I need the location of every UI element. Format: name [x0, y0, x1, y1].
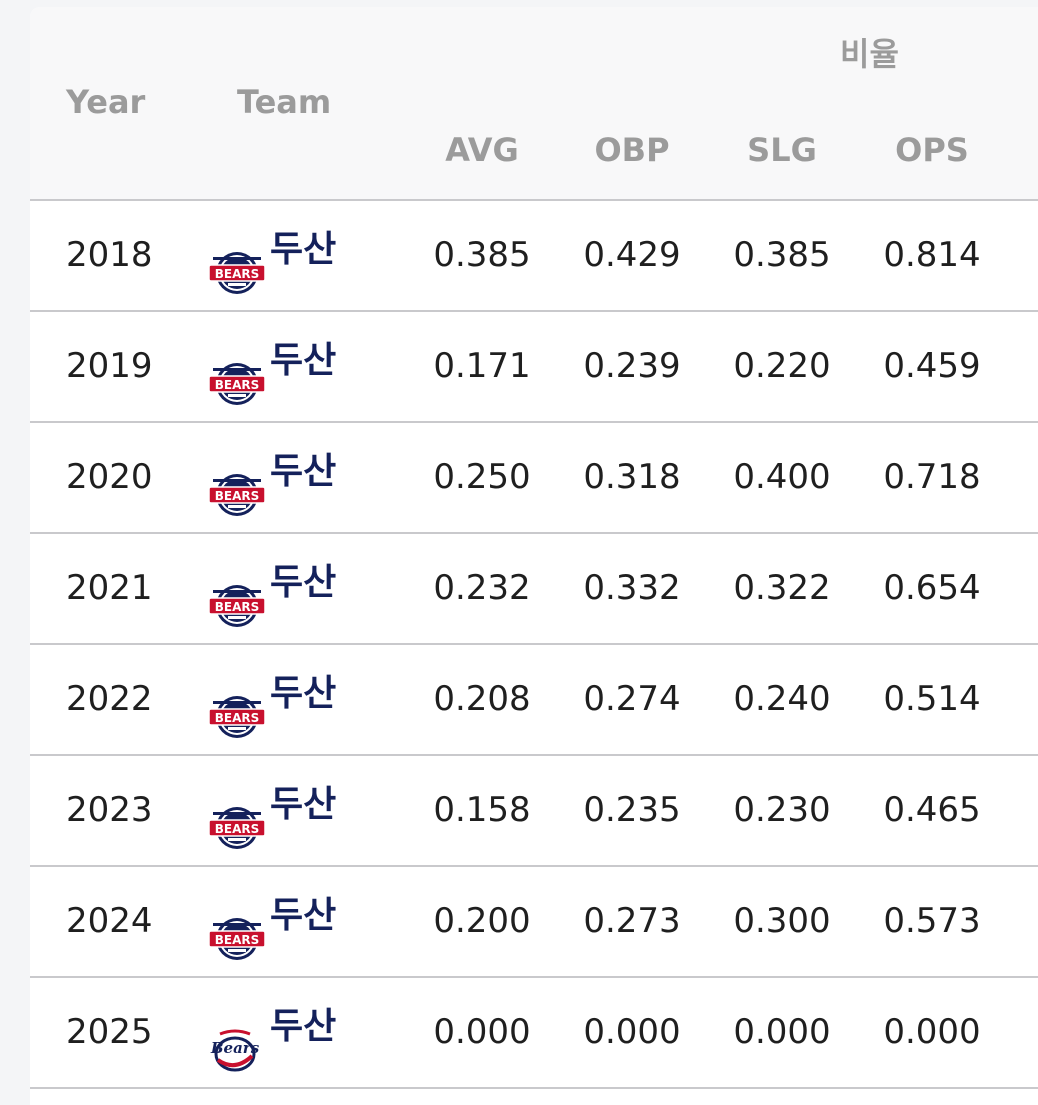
bears-logo-icon: BEARS: [208, 565, 266, 627]
bears-logo-icon: BEARS: [208, 343, 266, 405]
cell-slg: 0.322: [733, 568, 831, 608]
cell-team[interactable]: BEARS 두산: [208, 867, 336, 976]
cell-ops: 0.718: [883, 457, 981, 497]
cell-year: 2025: [66, 1012, 153, 1052]
cell-team[interactable]: Bears 두산: [208, 978, 336, 1087]
cell-year: 2023: [66, 790, 153, 830]
cell-avg: 0.171: [433, 346, 531, 386]
table-row[interactable]: 2022 BEARS 두산 0.208 0.274 0.240 0.514: [30, 645, 1038, 756]
cell-team[interactable]: BEARS 두산: [208, 756, 336, 865]
svg-text:BEARS: BEARS: [215, 600, 260, 614]
cell-avg: 0.232: [433, 568, 531, 608]
cell-team[interactable]: BEARS 두산: [208, 201, 336, 310]
cell-avg: 0.250: [433, 457, 531, 497]
cell-slg: 0.230: [733, 790, 831, 830]
svg-text:BEARS: BEARS: [215, 378, 260, 392]
team-name: 두산: [270, 450, 337, 492]
team-name: 두산: [270, 894, 337, 936]
svg-text:BEARS: BEARS: [215, 267, 260, 281]
svg-text:BEARS: BEARS: [215, 711, 260, 725]
cell-slg: 0.385: [733, 235, 831, 275]
column-header-slg[interactable]: SLG: [747, 131, 817, 169]
table-row[interactable]: 2025 Bears 두산 0.000 0.000 0.000 0.000: [30, 978, 1038, 1089]
bears-script-logo-icon: Bears: [208, 1009, 266, 1071]
cell-obp: 0.332: [583, 568, 681, 608]
cell-year: 2022: [66, 679, 153, 719]
column-header-team[interactable]: Team: [237, 83, 332, 121]
svg-text:Bears: Bears: [210, 1039, 260, 1057]
cell-avg: 0.158: [433, 790, 531, 830]
svg-text:BEARS: BEARS: [215, 489, 260, 503]
column-header-ops[interactable]: OPS: [895, 131, 969, 169]
cell-obp: 0.429: [583, 235, 681, 275]
cell-ops: 0.814: [883, 235, 981, 275]
bears-logo-icon: BEARS: [208, 676, 266, 738]
cell-avg: 0.385: [433, 235, 531, 275]
cell-avg: 0.000: [433, 1012, 531, 1052]
table-row[interactable]: 2019 BEARS 두산 0.171 0.239 0.220 0.459: [30, 312, 1038, 423]
cell-year: 2018: [66, 235, 153, 275]
cell-ops: 0.514: [883, 679, 981, 719]
table-row[interactable]: 2021 BEARS 두산 0.232 0.332 0.322 0.654: [30, 534, 1038, 645]
column-header-obp[interactable]: OBP: [594, 131, 670, 169]
cell-obp: 0.000: [583, 1012, 681, 1052]
cell-ops: 0.465: [883, 790, 981, 830]
cell-year: 2021: [66, 568, 153, 608]
cell-team[interactable]: BEARS 두산: [208, 312, 336, 421]
cell-slg: 0.000: [733, 1012, 831, 1052]
svg-text:BEARS: BEARS: [215, 933, 260, 947]
team-name: 두산: [270, 339, 337, 381]
cell-year: 2020: [66, 457, 153, 497]
team-name: 두산: [270, 1005, 337, 1047]
bears-logo-icon: BEARS: [208, 232, 266, 294]
table-row[interactable]: 2024 BEARS 두산 0.200 0.273 0.300 0.573: [30, 867, 1038, 978]
cell-year: 2019: [66, 346, 153, 386]
cell-obp: 0.239: [583, 346, 681, 386]
stats-table: 비율 Year Team AVG OBP SLG OPS 2018 BEARS …: [30, 7, 1038, 1105]
cell-slg: 0.300: [733, 901, 831, 941]
cell-avg: 0.208: [433, 679, 531, 719]
table-row[interactable]: 2018 BEARS 두산 0.385 0.429 0.385 0.814: [30, 201, 1038, 312]
cell-obp: 0.274: [583, 679, 681, 719]
cell-ops: 0.000: [883, 1012, 981, 1052]
cell-slg: 0.240: [733, 679, 831, 719]
table-body: 2018 BEARS 두산 0.385 0.429 0.385 0.814 20…: [30, 201, 1038, 1089]
cell-obp: 0.318: [583, 457, 681, 497]
bears-logo-icon: BEARS: [208, 454, 266, 516]
column-header-avg[interactable]: AVG: [445, 131, 519, 169]
table-row[interactable]: 2020 BEARS 두산 0.250 0.318 0.400 0.718: [30, 423, 1038, 534]
cell-ops: 0.573: [883, 901, 981, 941]
cell-avg: 0.200: [433, 901, 531, 941]
cell-team[interactable]: BEARS 두산: [208, 534, 336, 643]
svg-text:BEARS: BEARS: [215, 822, 260, 836]
cell-team[interactable]: BEARS 두산: [208, 423, 336, 532]
cell-slg: 0.400: [733, 457, 831, 497]
bears-logo-icon: BEARS: [208, 787, 266, 849]
team-name: 두산: [270, 672, 337, 714]
team-name: 두산: [270, 783, 337, 825]
cell-team[interactable]: BEARS 두산: [208, 645, 336, 754]
cell-year: 2024: [66, 901, 153, 941]
team-name: 두산: [270, 561, 337, 603]
column-header-year[interactable]: Year: [66, 83, 146, 121]
cell-obp: 0.235: [583, 790, 681, 830]
table-header: 비율 Year Team AVG OBP SLG OPS: [30, 7, 1038, 201]
cell-ops: 0.654: [883, 568, 981, 608]
cell-slg: 0.220: [733, 346, 831, 386]
team-name: 두산: [270, 228, 337, 270]
cell-obp: 0.273: [583, 901, 681, 941]
bears-logo-icon: BEARS: [208, 898, 266, 960]
column-group-label: 비율: [840, 35, 899, 73]
table-row[interactable]: 2023 BEARS 두산 0.158 0.235 0.230 0.465: [30, 756, 1038, 867]
cell-ops: 0.459: [883, 346, 981, 386]
